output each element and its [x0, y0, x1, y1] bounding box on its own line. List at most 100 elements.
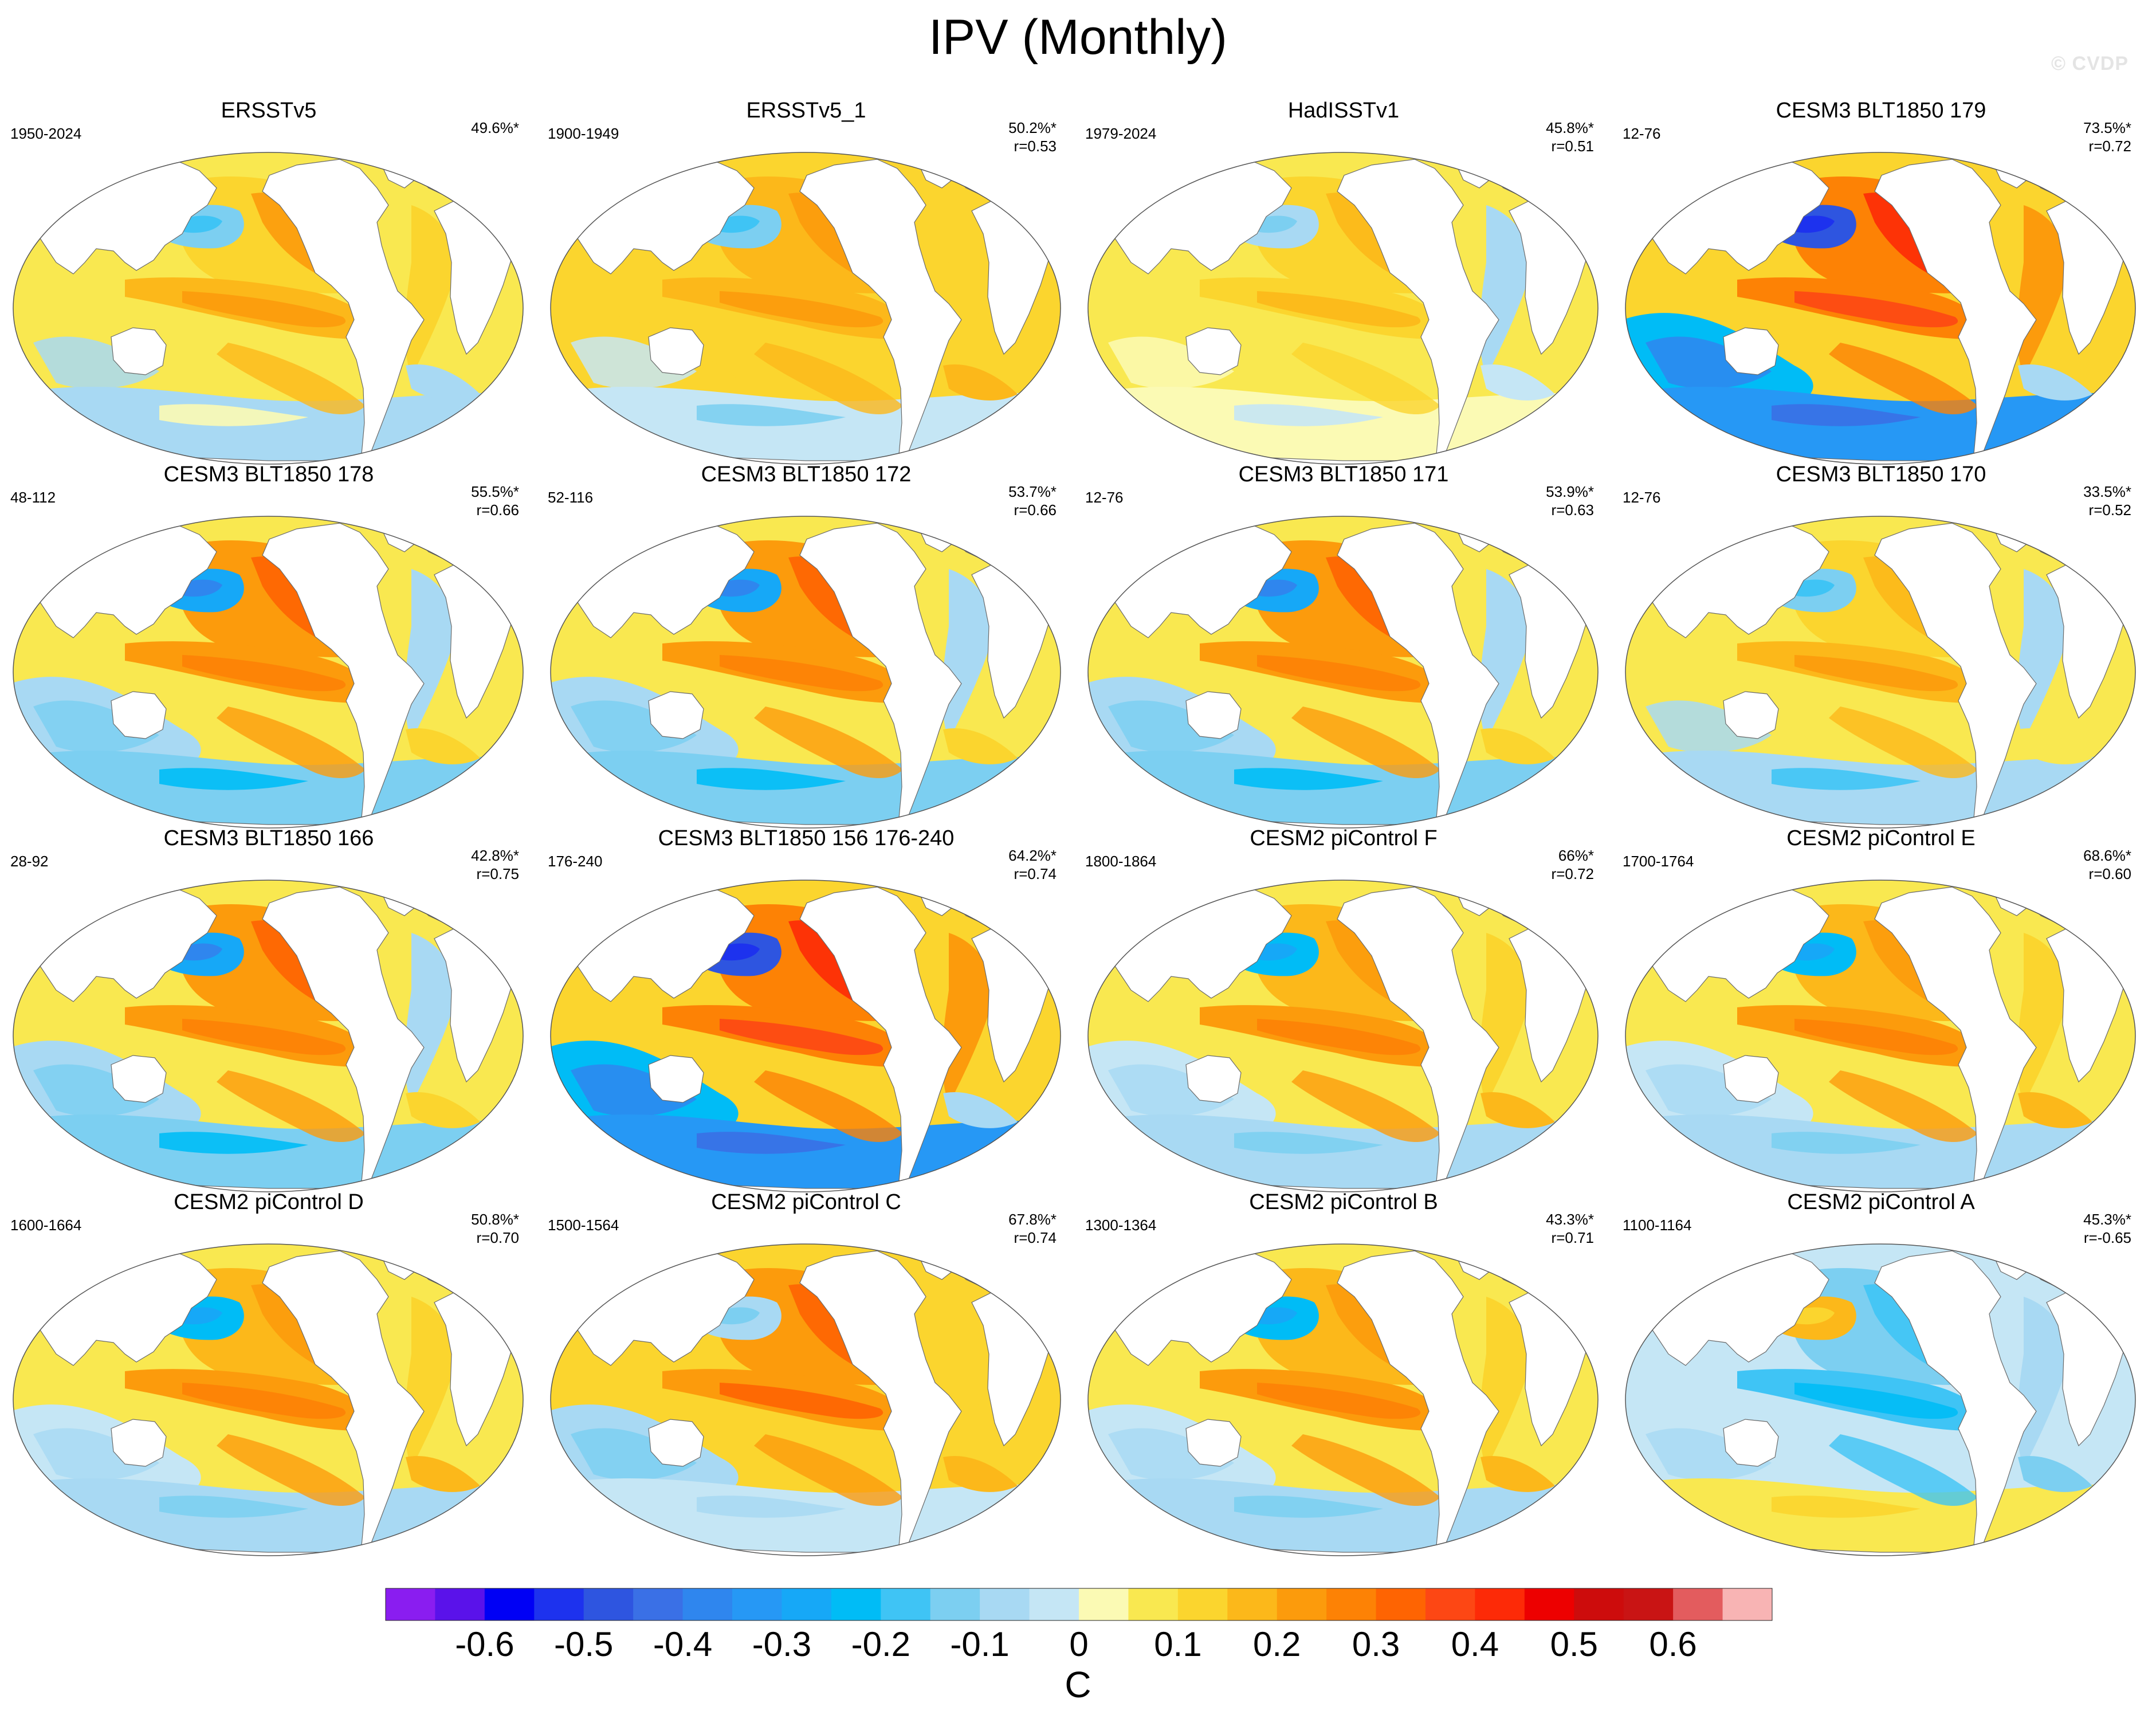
colorbar-tick-label: 0.6 [1649, 1625, 1696, 1663]
colorbar-swatch [1079, 1588, 1129, 1620]
panel-years: 1500-1564 [548, 1216, 619, 1234]
world-map [13, 516, 524, 829]
panel-title: CESM3 BLT1850 166 [163, 826, 374, 850]
colorbar-swatch [386, 1588, 435, 1620]
panel-years: 12-76 [1623, 489, 1661, 506]
panel-title: CESM2 piControl F [1250, 826, 1438, 850]
panel-title: CESM2 piControl B [1249, 1190, 1438, 1214]
colorbar-tick-label: 0.1 [1154, 1625, 1201, 1663]
world-map [13, 152, 524, 465]
panel-variance-pct: 67.8%* [1008, 1211, 1057, 1228]
map-panel: CESM2 piControl E 1700-1764 68.6%* r=0.60 [1612, 825, 2150, 1198]
map-panel: CESM2 piControl C 1500-1564 67.8%* r=0.74 [537, 1189, 1075, 1561]
panel-correlation: r=0.70 [476, 1229, 519, 1246]
colorbar-swatch [1673, 1588, 1723, 1620]
panel-variance-pct: 42.8%* [471, 847, 519, 864]
colorbar-swatch [682, 1588, 733, 1620]
colorbar-swatch [1326, 1588, 1377, 1620]
panel-correlation: r=0.52 [2088, 501, 2131, 519]
map-panels-grid: ERSSTv5 1950-2024 49.6%* ERSSTv5_1 1900-1949… [0, 97, 2150, 1561]
world-map [1625, 880, 2136, 1192]
panel-years: 1100-1164 [1623, 1216, 1692, 1234]
figure-title: IPV (Monthly) [929, 10, 1227, 65]
colorbar-swatch [1623, 1588, 1674, 1620]
colorbar-swatch [1722, 1588, 1773, 1620]
colorbar-tick-label: 0.5 [1550, 1625, 1598, 1663]
colorbar-tick-label: -0.2 [851, 1625, 910, 1663]
colorbar-tick-label: 0.3 [1352, 1625, 1400, 1663]
map-panel: CESM3 BLT1850 172 52-116 53.7%* r=0.66 [537, 461, 1075, 834]
panel-variance-pct: 66%* [1558, 847, 1594, 864]
panel-years: 1900-1949 [548, 125, 619, 142]
panel-years: 1950-2024 [10, 125, 82, 142]
world-map [550, 880, 1061, 1192]
panel-correlation: r=0.63 [1551, 501, 1594, 519]
panel-variance-pct: 55.5%* [471, 483, 519, 500]
map-panel: ERSSTv5_1 1900-1949 50.2%* r=0.53 [537, 97, 1075, 470]
world-map [13, 880, 524, 1192]
world-map [550, 1243, 1061, 1556]
panel-correlation: r=0.51 [1551, 138, 1594, 155]
colorbar-swatch [831, 1588, 881, 1620]
map-panel: HadISSTv1 1979-2024 45.8%* r=0.51 [1075, 97, 1612, 470]
colorbar-swatch [633, 1588, 684, 1620]
colorbar-swatch [484, 1588, 535, 1620]
map-panel: CESM2 piControl D 1600-1664 50.8%* r=0.70 [0, 1189, 537, 1561]
panel-title: CESM2 piControl C [711, 1190, 901, 1214]
colorbar-swatch [732, 1588, 782, 1620]
panel-variance-pct: 33.5%* [2083, 483, 2131, 500]
panel-variance-pct: 50.2%* [1008, 119, 1057, 136]
colorbar-swatch [881, 1588, 931, 1620]
world-map [550, 152, 1061, 465]
colorbar-swatch [781, 1588, 832, 1620]
colorbar-swatch [1128, 1588, 1179, 1620]
panel-years: 48-112 [10, 489, 56, 506]
world-map [13, 1243, 524, 1556]
panel-correlation: r=0.72 [2088, 138, 2131, 155]
panel-years: 1600-1664 [10, 1216, 82, 1234]
panel-title: CESM2 piControl D [174, 1190, 364, 1214]
panel-title: CESM3 BLT1850 172 [701, 462, 912, 486]
panel-variance-pct: 43.3%* [1546, 1211, 1594, 1228]
panel-correlation: r=0.53 [1014, 138, 1057, 155]
panel-years: 1800-1864 [1085, 853, 1157, 870]
panel-years: 52-116 [548, 489, 594, 506]
world-map [1087, 152, 1599, 465]
world-map [550, 516, 1061, 829]
world-map [1625, 1243, 2136, 1556]
panel-variance-pct: 49.6%* [471, 119, 519, 136]
world-map [1625, 516, 2136, 829]
colorbar-swatch [1524, 1588, 1574, 1620]
panel-title: CESM2 piControl A [1787, 1190, 1975, 1214]
world-map [1087, 880, 1599, 1192]
colorbar-swatch [1574, 1588, 1624, 1620]
panel-title: CESM3 BLT1850 178 [163, 462, 374, 486]
panel-title: CESM3 BLT1850 170 [1776, 462, 1986, 486]
panel-title: ERSSTv5 [221, 99, 317, 123]
colorbar: -0.6 -0.5 -0.4 -0.3 -0.2 -0.1 0 0.1 0.2 0.3 0.4 0.5… [385, 1588, 1773, 1663]
map-panel: CESM3 BLT1850 179 12-76 73.5%* r=0.72 [1612, 97, 2150, 470]
world-map [1087, 1243, 1599, 1556]
colorbar-tick-label: 0.2 [1253, 1625, 1301, 1663]
panel-title: CESM3 BLT1850 179 [1776, 99, 1986, 123]
panel-years: 176-240 [548, 853, 603, 870]
panel-variance-pct: 64.2%* [1008, 847, 1057, 864]
map-panel: CESM2 piControl F 1800-1864 66%* r=0.72 [1075, 825, 1612, 1198]
colorbar-swatch [534, 1588, 584, 1620]
panel-years: 1300-1364 [1085, 1216, 1157, 1234]
colorbar-tick-label: -0.6 [455, 1625, 514, 1663]
panel-correlation: r=0.75 [476, 865, 519, 882]
colorbar-swatch [1029, 1588, 1079, 1620]
colorbar-swatch [435, 1588, 485, 1620]
map-panel: CESM3 BLT1850 170 12-76 33.5%* r=0.52 [1612, 461, 2150, 834]
colorbar-tick-label: -0.3 [752, 1625, 811, 1663]
colorbar-swatch [1277, 1588, 1327, 1620]
colorbar-unit-label: C [1065, 1664, 1091, 1705]
panel-correlation: r=0.74 [1014, 865, 1057, 882]
colorbar-swatch [930, 1588, 980, 1620]
map-panel: CESM2 piControl B 1300-1364 43.3%* r=0.71 [1075, 1189, 1612, 1561]
map-panel: ERSSTv5 1950-2024 49.6%* [0, 97, 537, 470]
panel-correlation: r=0.66 [1014, 501, 1057, 519]
colorbar-swatch [1227, 1588, 1278, 1620]
world-map [1625, 152, 2136, 465]
